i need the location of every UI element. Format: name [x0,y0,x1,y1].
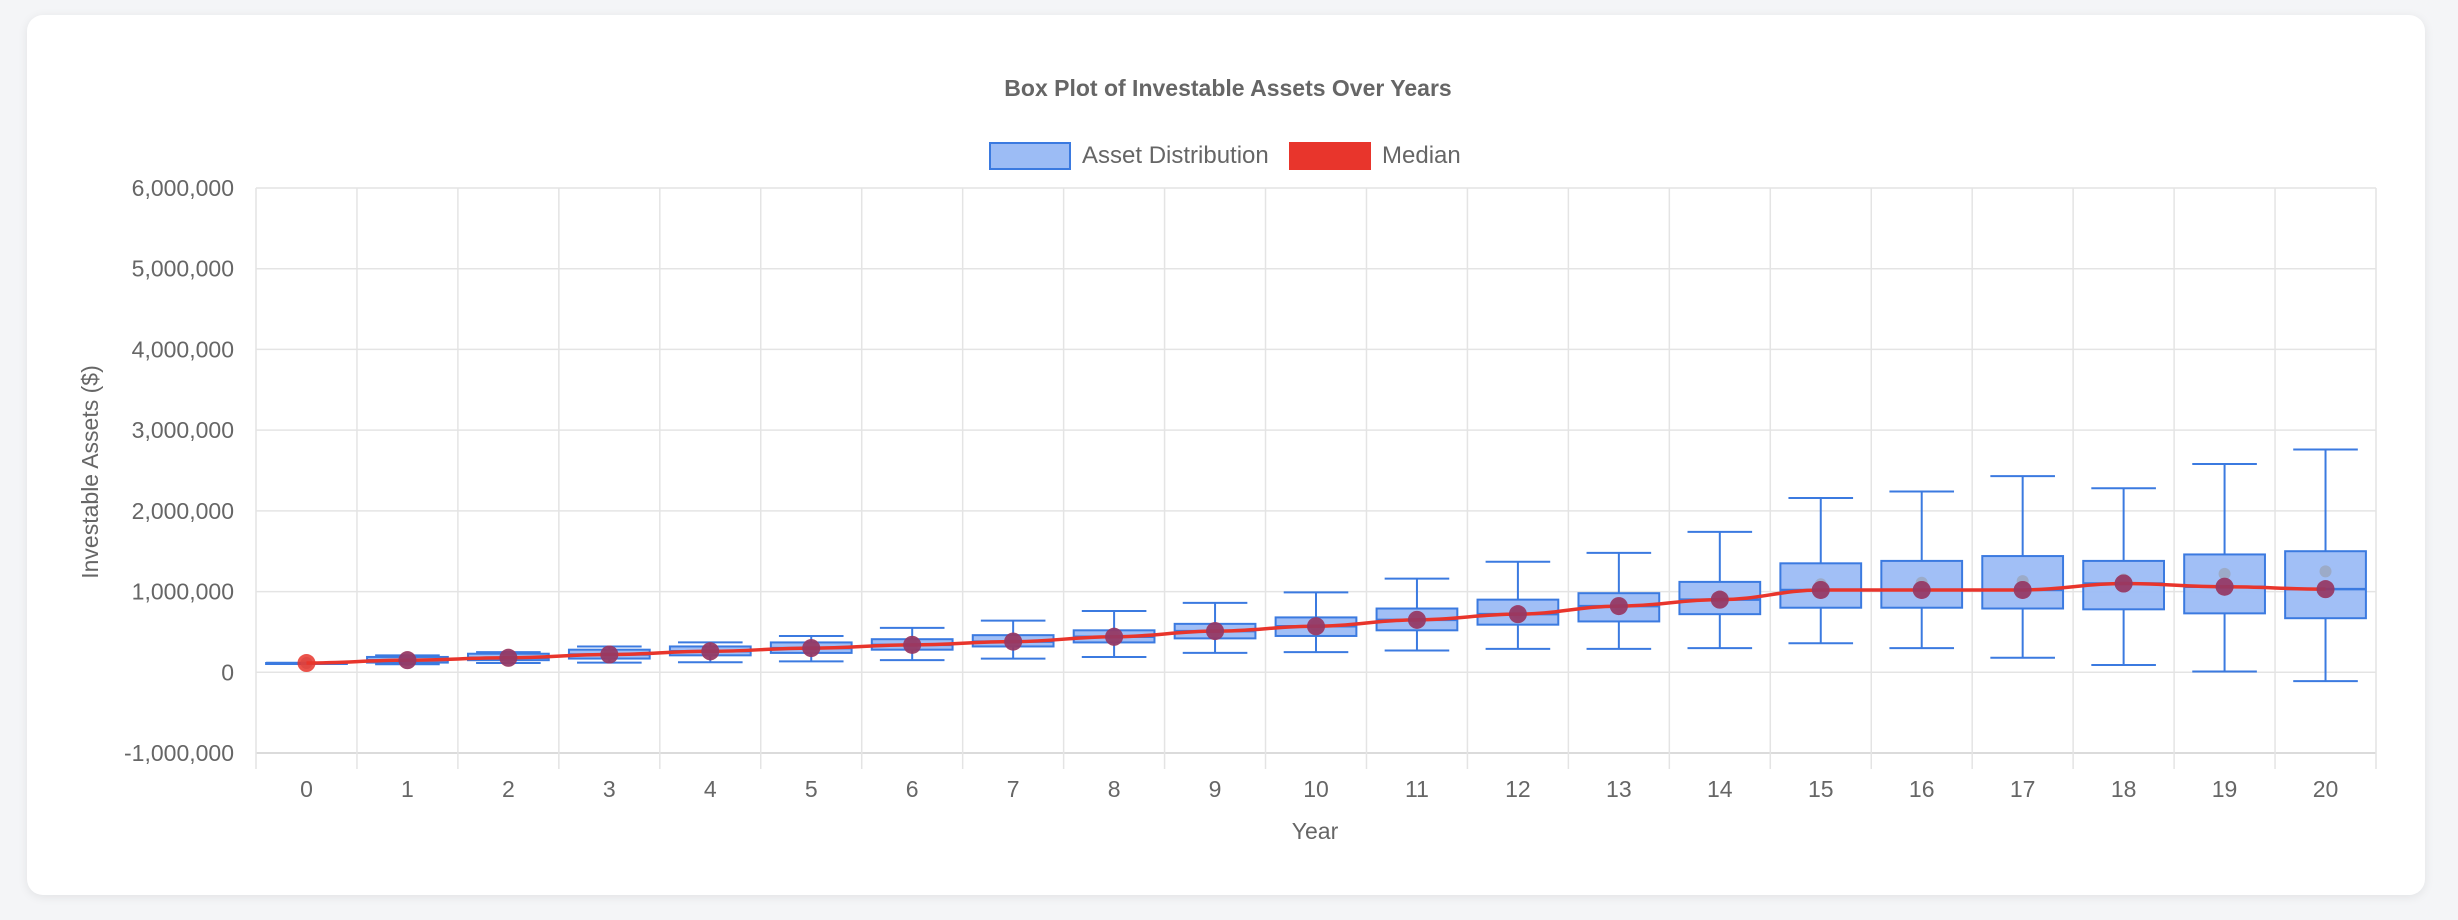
x-tick-label: 7 [1007,776,1020,802]
median-point-overlay [2013,580,2032,599]
legend-swatch-asset-distribution [989,142,1071,170]
median-point-overlay [1912,580,1931,599]
x-tick-label: 4 [704,776,717,802]
y-tick-label: 3,000,000 [132,417,234,443]
median-point-overlay [1811,580,1830,599]
x-tick-label: 16 [1909,776,1935,802]
x-tick-label: 14 [1707,776,1733,802]
x-tick-label: 12 [1505,776,1531,802]
box-year-14 [1678,530,1762,650]
legend-item-median[interactable]: Median [1289,142,1461,170]
x-tick-label: 8 [1108,776,1121,802]
x-tick-label: 20 [2313,776,2339,802]
box-year-20 [2284,448,2367,683]
y-tick-label: 2,000,000 [132,498,234,524]
x-tick-label: 9 [1209,776,1222,802]
median-point-overlay [2215,577,2234,596]
mean-point [2218,567,2231,580]
box-iqr [1779,562,1863,609]
x-axis-label: Year [1292,818,1339,844]
x-tick-label: 5 [805,776,818,802]
median-point-overlay [1609,597,1628,616]
legend-label-asset-distribution: Asset Distribution [1082,142,1269,169]
legend: Asset Distribution Median [989,142,1461,170]
legend-item-asset-distribution[interactable]: Asset Distribution [989,142,1269,170]
median-point-overlay [1407,610,1426,629]
x-tick-label: 13 [1606,776,1632,802]
x-tick-label: 6 [906,776,919,802]
median-point-overlay [1206,622,1225,641]
median-point-overlay [600,645,619,664]
legend-label-median: Median [1382,142,1461,169]
median-point-overlay [1508,605,1527,624]
box-year-15 [1779,496,1863,645]
median-point-overlay [1307,617,1325,636]
x-tick-label: 15 [1808,776,1834,802]
x-axis-ticks: 0 1 2 3 4 5 6 7 8 9 10 11 12 13 14 15 16 17 18 19 20 [300,776,2338,802]
median-point-overlay [903,635,922,654]
box-year-17 [1981,475,2065,659]
y-axis-ticks: 6,000,000 5,000,000 4,000,000 3,000,000 2,00… [124,175,234,766]
x-tick-label: 11 [1405,776,1429,802]
median-point-overlay [2114,574,2133,593]
y-tick-label: -1,000,000 [124,740,234,766]
chart-card [27,15,2425,895]
grid [255,187,2377,769]
x-tick-label: 0 [300,776,313,802]
mean-point [2319,565,2332,578]
median-point-overlay [701,642,720,661]
box-year-16 [1880,490,1964,650]
legend-swatch-median [1289,142,1371,170]
median-point-overlay [802,639,821,658]
y-tick-label: 6,000,000 [132,175,234,201]
chart-title: Box Plot of Investable Assets Over Years [1004,75,1451,101]
x-tick-label: 10 [1303,776,1329,802]
x-tick-label: 19 [2212,776,2238,802]
median-point-overlay [1710,590,1729,609]
box-year-19 [2183,463,2266,673]
x-tick-label: 2 [502,776,515,802]
median-point-overlay [297,654,315,672]
x-tick-label: 17 [2010,776,2036,802]
x-tick-label: 1 [401,776,414,802]
y-tick-label: 5,000,000 [132,256,234,282]
y-tick-label: 1,000,000 [132,579,234,605]
boxes [265,448,2367,683]
median-series [297,574,2335,673]
y-tick-label: 4,000,000 [132,336,234,362]
y-tick-label: 0 [221,659,234,685]
median-point-overlay [499,648,518,667]
y-axis-label: Investable Assets ($) [77,365,103,579]
median-point-0 [297,654,316,673]
median-point-overlay [1004,632,1023,651]
x-tick-label: 18 [2111,776,2137,802]
median-point-overlay [2316,580,2335,599]
median-point-overlay [398,651,417,670]
x-tick-label: 3 [603,776,616,802]
median-point-overlay [1105,627,1124,646]
